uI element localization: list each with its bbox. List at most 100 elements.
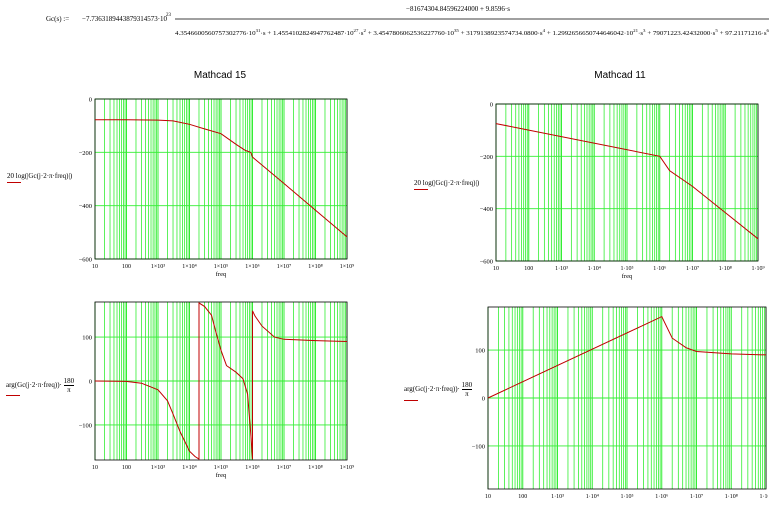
y-tick-label: 100 <box>82 335 92 342</box>
formula-den-exponent: 35 <box>454 28 460 33</box>
formula-den-term: + 79071223.42432000·s <box>646 30 716 37</box>
x-tick-label: 1·10⁴ <box>588 266 601 272</box>
formula-denominator: 4.3546600560757302776·10 31·s + 1.4554102… <box>175 28 770 37</box>
mc15-phase-frac-den: π <box>67 386 71 394</box>
mc15-phase-fraction: 180 π <box>63 377 75 394</box>
mc11-phase-frac-den: π <box>465 390 469 398</box>
y-tick-label: 0 <box>89 379 92 386</box>
y-tick-label: −400 <box>79 203 92 210</box>
x-tick-label: 100 <box>122 465 131 471</box>
x-tick-label: 1×10⁸ <box>308 465 322 471</box>
title-mathcad-15: Mathcad 15 <box>193 70 247 81</box>
x-tick-label: 1·10⁷ <box>686 266 699 272</box>
formula-den-term: ·s + 1.4554102824947762487·10 <box>261 30 354 37</box>
grid-lines <box>94 302 348 460</box>
mc11-magnitude-ylabel: 20 log(|Gc(j·2·π·freq)|) <box>414 179 480 187</box>
x-tick-label: 100 <box>518 494 527 500</box>
mc15-magnitude-ylabel: 20 log(|Gc(j·2·π·freq)|) <box>7 172 73 180</box>
x-tick-label: 10 <box>92 465 98 471</box>
formula-den-term: + 3179138923574734.0800·s <box>459 30 543 37</box>
series-trace <box>495 123 759 240</box>
x-tick-label: 1×10⁸ <box>308 264 322 270</box>
grid-lines <box>94 98 348 260</box>
formula-den-term: + 3.4547806062536227760·10 <box>366 30 454 37</box>
formula-den-exponent: 31 <box>256 28 261 33</box>
formula-den-term: + 97.21171216·s <box>718 30 767 37</box>
x-tick-label: 1×10⁴ <box>182 264 196 270</box>
x-tick-label: 1×10⁵ <box>214 465 228 471</box>
series-trace <box>95 119 348 238</box>
formula-den-exponent: 3 <box>643 28 646 33</box>
x-tick-label: 1×10⁷ <box>277 465 291 471</box>
x-tick-label: 10 <box>493 266 499 272</box>
x-tick-label: 1·10⁹ <box>751 266 764 272</box>
y-tick-label: 0 <box>482 396 485 403</box>
mc11-magnitude-marker <box>414 189 428 190</box>
x-tick-label: 1·10⁶ <box>655 494 668 500</box>
x-tick-label: 1·10⁸ <box>719 266 732 272</box>
mc15-magnitude-marker <box>7 182 21 183</box>
x-axis-label: freq <box>216 472 227 479</box>
x-tick-label: 1×10³ <box>151 264 165 270</box>
x-tick-label: 1·10⁷ <box>690 494 703 500</box>
mc15-phase-plot: 100 0 −100 10 100 1×10³ 1×10⁴ 1×10⁵ 1×10⁶ 1×10⁷ 1×… <box>79 301 354 479</box>
formula-coefficient: −7.7363189443879314573·10 <box>82 15 168 23</box>
formula-den-exponent: 4 <box>543 28 546 33</box>
x-tick-label: 1·10⁹ <box>759 494 768 500</box>
x-tick-label: 1·10⁴ <box>586 494 599 500</box>
formula-den-exponent: 27 <box>354 28 360 33</box>
x-tick-label: 10 <box>485 494 491 500</box>
mc15-phase-marker <box>6 395 20 396</box>
grid-lines <box>487 307 767 489</box>
mc11-phase-frac-num: 180 <box>461 381 473 390</box>
y-tick-label: −100 <box>79 422 92 429</box>
y-tick-label: 100 <box>475 348 485 355</box>
formula-den-exponent: 2 <box>364 28 366 33</box>
x-tick-label: 1·10⁵ <box>620 266 633 272</box>
transfer-function-formula: Gc(s) := −7.7363189443879314573·10 23 −8… <box>0 0 782 46</box>
series-trace <box>487 315 767 399</box>
mc15-phase-ylabel: arg(Gc(j·2·π·freq))· 180 π <box>6 377 75 394</box>
mc11-phase-expr: arg(Gc(j·2·π·freq))· <box>404 385 460 394</box>
x-tick-label: 1×10⁶ <box>245 465 259 471</box>
x-tick-label: 100 <box>122 264 131 270</box>
formula-svg: Gc(s) := −7.7363189443879314573·10 23 −8… <box>46 5 770 37</box>
x-tick-label: 1×10⁷ <box>277 264 291 270</box>
formula-den-term: ·s <box>638 30 644 37</box>
formula-den-term: 4.3546600560757302776·10 <box>175 30 256 37</box>
mc11-phase-plot: 100 0 −100 10 100 1·10³ 1·10⁴ 1·10⁵ 1·10⁶ 1·10⁷ 1·… <box>472 306 768 500</box>
x-tick-label: 1×10⁵ <box>214 264 228 270</box>
mc15-phase-frac-num: 180 <box>63 377 75 386</box>
y-tick-label: −600 <box>480 259 493 266</box>
y-tick-label: −200 <box>79 150 92 157</box>
x-tick-label: 10 <box>92 264 98 270</box>
x-tick-label: 1·10³ <box>555 266 568 272</box>
formula-den-exponent: 5 <box>715 28 718 33</box>
title-mathcad-11: Mathcad 11 <box>594 70 646 81</box>
formula-den-term: + 1.2992656650744646042·10 <box>545 30 633 37</box>
mc11-phase-ylabel: arg(Gc(j·2·π·freq))· 180 π <box>404 381 473 398</box>
x-tick-label: 1·10⁶ <box>653 266 666 272</box>
formula-coefficient-exponent: 23 <box>166 13 172 18</box>
plot-frame <box>94 98 348 260</box>
x-tick-label: 1×10⁶ <box>245 264 259 270</box>
formula-den-term: ·s <box>358 30 364 37</box>
y-tick-label: −400 <box>480 206 493 213</box>
formula-lhs: Gc(s) := <box>46 15 69 23</box>
plot-frame <box>495 103 759 262</box>
y-tick-label: −200 <box>480 154 493 161</box>
mc11-phase-marker <box>404 400 418 401</box>
mc11-phase-fraction: 180 π <box>461 381 473 398</box>
formula-den-exponent: 21 <box>633 28 638 33</box>
x-tick-label: 1×10³ <box>151 465 165 471</box>
x-axis-label: freq <box>216 271 227 278</box>
y-tick-label: −100 <box>472 443 485 450</box>
x-tick-label: 1×10⁹ <box>340 465 354 471</box>
formula-numerator: −81674304.84596224000 + 9.8596·s <box>406 5 510 13</box>
x-tick-label: 1·10⁵ <box>620 494 633 500</box>
x-tick-label: 1·10³ <box>551 494 564 500</box>
series-trace <box>94 301 348 461</box>
mc15-phase-expr: arg(Gc(j·2·π·freq))· <box>6 381 62 390</box>
y-tick-label: −600 <box>79 257 92 264</box>
